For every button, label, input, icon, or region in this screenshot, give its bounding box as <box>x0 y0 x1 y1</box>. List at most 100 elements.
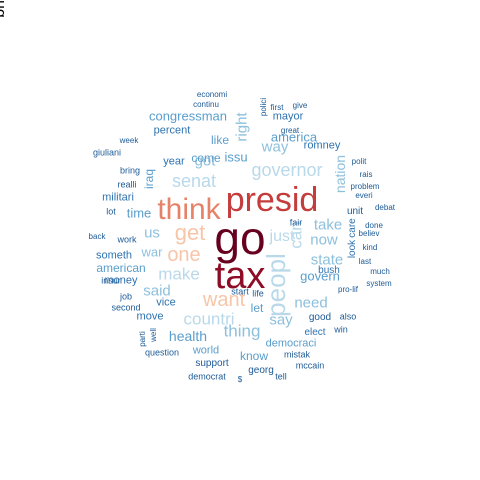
word-democrat: democrat <box>188 371 226 382</box>
word-week: week <box>119 136 139 145</box>
word-debat: debat <box>374 203 396 212</box>
word-us: us <box>144 224 160 242</box>
word-question: question <box>144 347 180 358</box>
word-support: support <box>195 358 229 369</box>
word-said: said <box>143 282 171 300</box>
word-now: now <box>310 231 338 249</box>
word-time: time <box>126 205 152 221</box>
word-american: american <box>96 261 146 275</box>
word-everi: everi <box>355 191 373 200</box>
word-say: say <box>269 311 293 329</box>
word-way: way <box>261 138 289 156</box>
word-just: just <box>269 228 295 245</box>
word-one: one <box>167 244 201 266</box>
word-give: give <box>292 101 308 110</box>
word-win: win <box>334 324 348 335</box>
word-job: job <box>119 291 133 302</box>
word-right: right <box>233 112 251 142</box>
word-believ: believ <box>358 229 380 238</box>
word-take: take <box>313 216 343 234</box>
word-tell: tell <box>275 371 287 382</box>
word-make: make <box>158 264 200 284</box>
word-senat: senat <box>171 171 217 191</box>
word-back: back <box>88 232 106 241</box>
word-polici: polici <box>259 97 268 117</box>
word-care: care <box>347 218 358 238</box>
word-congressman: congressman <box>148 108 228 124</box>
word-look: look <box>347 239 358 259</box>
word-work: work <box>117 234 137 245</box>
word-mayor: mayor <box>272 110 304 123</box>
word-democraci: democraci <box>265 337 317 350</box>
word-peopl: peopl <box>261 253 291 317</box>
word-much: much <box>370 267 390 276</box>
word-nation: nation <box>332 154 348 194</box>
word-year: year <box>163 155 185 168</box>
word-lot: lot <box>106 206 116 217</box>
word-parti: parti <box>138 331 147 347</box>
word-giuliani: giuliani <box>92 147 122 158</box>
word-tax: tax <box>214 255 266 297</box>
word-life: life <box>252 288 264 299</box>
word-mccain: mccain <box>295 360 325 371</box>
word-govern: govern <box>300 268 340 284</box>
word-need: need <box>294 294 328 312</box>
word-get: get <box>174 220 206 245</box>
word-like: like <box>210 133 230 147</box>
word-countri: countri <box>183 309 235 329</box>
word-want: want <box>202 289 246 311</box>
word-come: come <box>191 151 221 165</box>
word-good: good <box>308 312 332 323</box>
word-romney: romney <box>303 139 341 152</box>
word-unit: unit <box>346 206 364 217</box>
word-state: state <box>310 251 344 269</box>
word-fair: fair <box>289 217 303 228</box>
word-thing: thing <box>223 321 261 341</box>
word-pro-lif: pro-lif <box>337 285 359 294</box>
word-last: last <box>358 257 372 266</box>
word-issu: issu <box>224 149 248 165</box>
word-someth: someth <box>95 249 133 262</box>
word-great: great <box>280 126 300 135</box>
word-second: second <box>111 302 141 313</box>
word-think: think <box>157 193 221 226</box>
word-mistak: mistak <box>283 349 311 360</box>
word-elect: elect <box>304 327 326 338</box>
word-vice: vice <box>156 296 176 309</box>
word-bring-vertical: bring <box>0 0 8 18</box>
word-economi: economi <box>196 90 228 99</box>
word-start: start <box>231 286 249 297</box>
word-problem: problem <box>350 182 380 191</box>
word-iraq: iraq <box>142 168 156 190</box>
word-polit: polit <box>351 157 367 166</box>
word-world: world <box>192 344 220 357</box>
word-system: system <box>366 279 392 288</box>
word-militari: militari <box>102 191 134 204</box>
word-got: got <box>194 152 216 170</box>
word-georg: georg <box>248 365 274 376</box>
word-kind: kind <box>362 243 378 252</box>
word-america: america <box>270 129 318 145</box>
word-well: well <box>149 328 158 342</box>
word-insur: insur <box>101 275 121 286</box>
word-dollar: $ <box>237 375 243 384</box>
word-war: war <box>141 244 163 260</box>
word-money: money <box>104 274 138 287</box>
word-bring: bring <box>119 165 141 176</box>
word-rais: rais <box>359 170 373 179</box>
word-let: let <box>250 301 264 315</box>
word-presid: presid <box>225 181 319 219</box>
word-continu: continu <box>193 100 219 109</box>
word-bush: bush <box>318 265 340 276</box>
word-move: move <box>136 310 164 323</box>
word-percent: percent <box>153 124 191 137</box>
word-also: also <box>339 311 357 322</box>
word-done: done <box>365 221 383 230</box>
word-know: know <box>239 349 269 363</box>
word-governor: governor <box>251 160 323 180</box>
word-go: go <box>214 212 266 264</box>
word-health: health <box>168 328 208 344</box>
word-realli: realli <box>117 179 137 190</box>
word-first: first <box>270 103 284 112</box>
